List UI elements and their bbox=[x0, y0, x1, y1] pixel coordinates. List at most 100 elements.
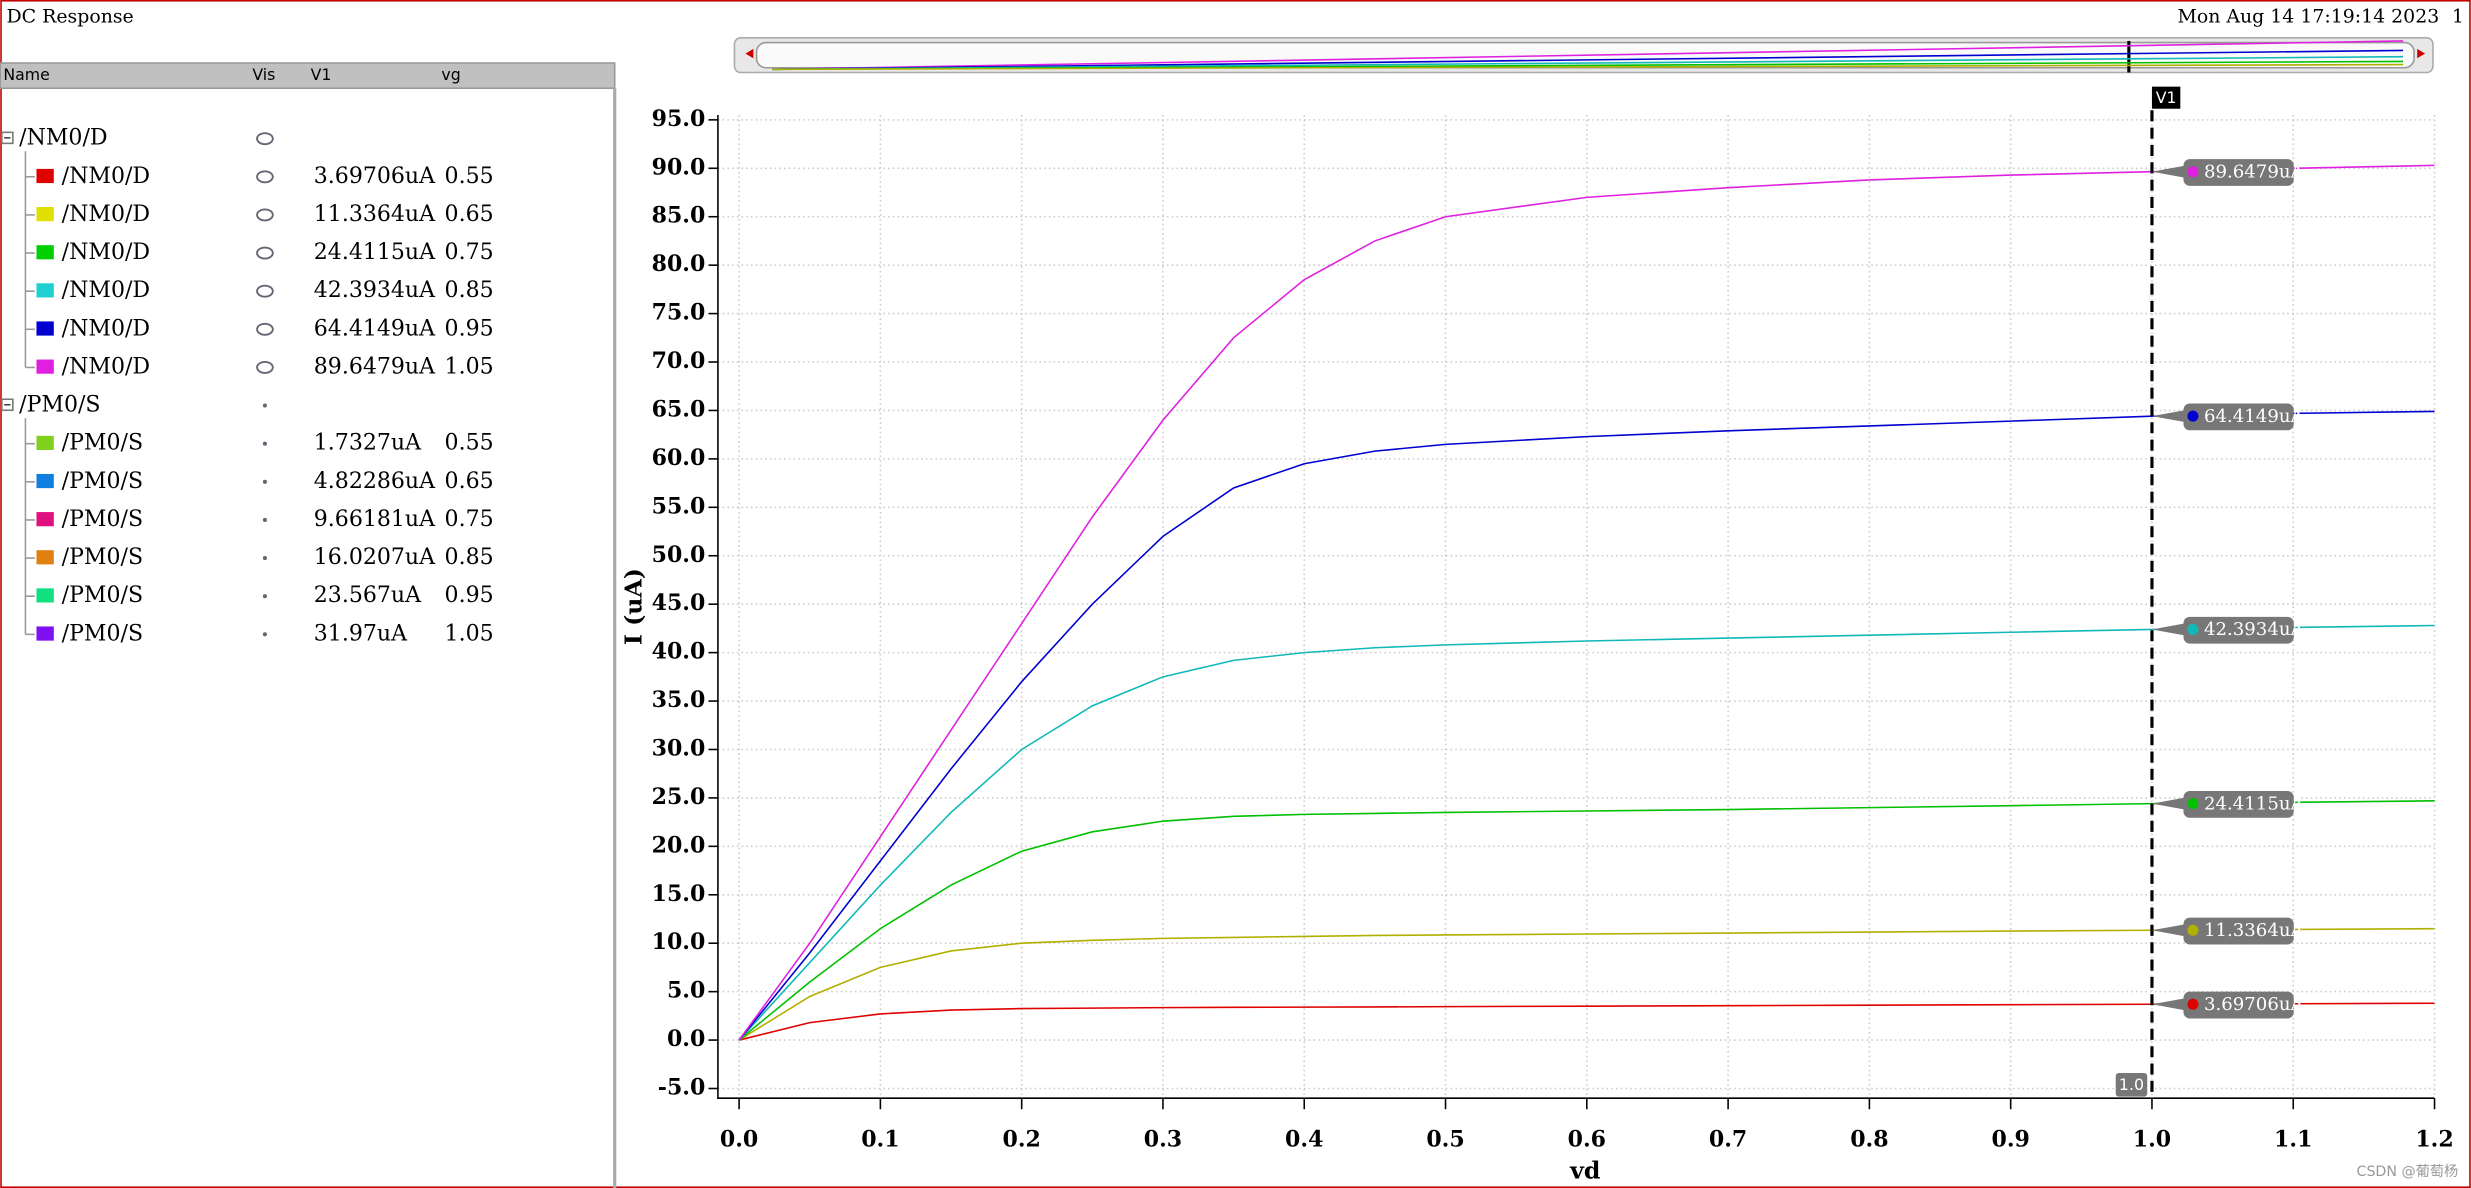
row-vg: 1.05 bbox=[445, 354, 494, 379]
curve bbox=[738, 927, 2435, 1041]
x-tick-label: 0.5 bbox=[1426, 1127, 1464, 1153]
column-header: Vis bbox=[252, 65, 275, 84]
page-number: 1 bbox=[2452, 5, 2464, 27]
row-name: /NM0/D bbox=[62, 354, 150, 379]
x-tick-label: 1.1 bbox=[2274, 1127, 2312, 1153]
readout-dot bbox=[2187, 166, 2199, 178]
readout-dot bbox=[2187, 924, 2199, 936]
visibility-eye[interactable] bbox=[256, 208, 274, 222]
row-v1: 4.82286uA bbox=[314, 469, 436, 494]
readout-label: 3.69706uA bbox=[2204, 994, 2305, 1015]
x-tick-label: 1.0 bbox=[2133, 1127, 2171, 1153]
x-tick-label: 1.2 bbox=[2415, 1127, 2453, 1153]
readout-label: 42.3934uA bbox=[2204, 619, 2305, 640]
readout-label: 64.4149uA bbox=[2204, 406, 2305, 427]
x-tick-label: 0.0 bbox=[720, 1127, 758, 1153]
row-v1: 31.97uA bbox=[314, 621, 408, 646]
row-name: /NM0/D bbox=[62, 164, 150, 189]
row-v1: 23.567uA bbox=[314, 583, 422, 608]
row-v1: 9.66181uA bbox=[314, 507, 436, 532]
x-tick-label: 0.1 bbox=[861, 1127, 899, 1153]
watermark: CSDN @葡萄杨 bbox=[2357, 1164, 2459, 1180]
x-axis-label: vd bbox=[1569, 1157, 1600, 1185]
row-v1: 16.0207uA bbox=[314, 545, 436, 570]
visibility-eye[interactable] bbox=[256, 132, 274, 146]
visibility-eye[interactable] bbox=[256, 170, 274, 184]
visibility-eye[interactable] bbox=[256, 360, 274, 374]
row-swatch bbox=[36, 473, 54, 489]
row-swatch bbox=[36, 321, 54, 336]
column-header: Name bbox=[3, 65, 49, 84]
readout-box bbox=[2183, 991, 2294, 1019]
visibility-dot[interactable] bbox=[262, 556, 267, 561]
y-axis-label: I (uA) bbox=[620, 568, 648, 645]
y-tick-label: 5.0 bbox=[667, 978, 705, 1004]
row-v1: 1.7327uA bbox=[314, 431, 422, 456]
group-name: /PM0/S bbox=[19, 393, 100, 418]
row-name: /PM0/S bbox=[62, 469, 143, 494]
overview-scrollbar[interactable] bbox=[733, 37, 2434, 74]
visibility-dot[interactable] bbox=[262, 517, 267, 522]
y-tick-label: 55.0 bbox=[652, 493, 706, 519]
y-tick-label: 80.0 bbox=[652, 251, 706, 277]
cursor-x-label: 1.0 bbox=[2119, 1075, 2144, 1094]
row-vg: 0.55 bbox=[445, 431, 494, 456]
readout-pointer bbox=[2151, 623, 2187, 636]
row-vg: 1.05 bbox=[445, 621, 494, 646]
row-vg: 0.85 bbox=[445, 278, 494, 303]
row-swatch bbox=[36, 168, 54, 184]
readout-dot bbox=[2187, 410, 2199, 422]
readout-dot bbox=[2187, 623, 2199, 635]
curve bbox=[738, 800, 2435, 1041]
visibility-eye[interactable] bbox=[256, 246, 274, 260]
date: Mon Aug 14 17:19:14 2023 bbox=[2177, 5, 2439, 27]
y-tick-label: 0.0 bbox=[667, 1026, 705, 1052]
readout-dot bbox=[2187, 798, 2199, 810]
column-header: V1 bbox=[311, 65, 332, 84]
visibility-dot[interactable] bbox=[262, 479, 267, 484]
readout-box bbox=[2183, 791, 2294, 818]
row-v1: 11.3364uA bbox=[314, 202, 436, 227]
row-vg: 0.95 bbox=[445, 583, 494, 608]
readout-pointer bbox=[2151, 797, 2187, 810]
readout-pointer bbox=[2151, 997, 2187, 1011]
visibility-dot[interactable] bbox=[262, 441, 267, 446]
y-tick-label: 45.0 bbox=[652, 590, 706, 616]
visibility-dot[interactable] bbox=[262, 403, 267, 408]
readout-pointer bbox=[2151, 409, 2187, 423]
curve bbox=[738, 410, 2435, 1041]
row-vg: 0.55 bbox=[445, 164, 494, 189]
visibility-eye[interactable] bbox=[256, 322, 274, 336]
x-tick-label: 0.3 bbox=[1144, 1127, 1182, 1153]
visibility-eye[interactable] bbox=[256, 284, 274, 298]
row-name: /PM0/S bbox=[62, 583, 143, 608]
readout-box bbox=[2183, 403, 2294, 431]
y-tick-label: 30.0 bbox=[652, 735, 706, 761]
row-name: /NM0/D bbox=[62, 240, 150, 265]
table-header bbox=[0, 62, 616, 90]
row-vg: 0.75 bbox=[445, 240, 494, 265]
visibility-dot[interactable] bbox=[262, 632, 267, 637]
row-v1: 24.4115uA bbox=[314, 240, 436, 265]
readout-box bbox=[2183, 616, 2294, 644]
curve bbox=[738, 164, 2435, 1041]
y-tick-label: 35.0 bbox=[652, 687, 706, 713]
row-v1: 3.69706uA bbox=[314, 164, 436, 189]
y-tick-label: 15.0 bbox=[652, 881, 706, 907]
x-tick-label: 0.9 bbox=[1991, 1127, 2029, 1153]
curve bbox=[738, 1002, 2435, 1041]
y-tick-label: -5.0 bbox=[658, 1075, 706, 1101]
visibility-dot[interactable] bbox=[262, 594, 267, 599]
window-title: DC Response bbox=[7, 5, 134, 27]
readout-pointer bbox=[2151, 165, 2187, 179]
row-vg: 0.85 bbox=[445, 545, 494, 570]
readout-pointer bbox=[2151, 923, 2187, 937]
y-tick-label: 85.0 bbox=[652, 203, 706, 229]
row-v1: 64.4149uA bbox=[314, 316, 436, 341]
row-name: /NM0/D bbox=[62, 202, 150, 227]
y-tick-label: 50.0 bbox=[652, 542, 706, 568]
row-name: /NM0/D bbox=[62, 278, 150, 303]
row-v1: 42.3934uA bbox=[314, 278, 436, 303]
row-vg: 0.65 bbox=[445, 202, 494, 227]
